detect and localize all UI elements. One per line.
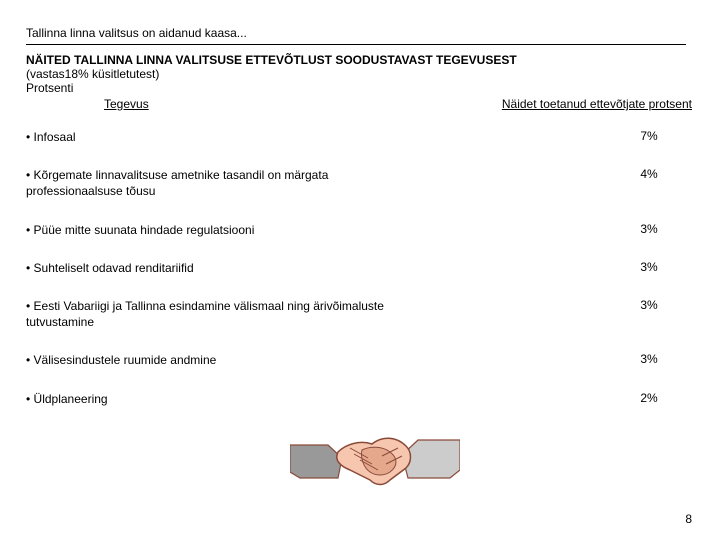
col-header-percent: Näidet toetanud ettevõtjate protsent: [502, 97, 692, 111]
row-value: 3%: [604, 222, 694, 236]
column-headers: Tegevus Näidet toetanud ettevõtjate prot…: [26, 97, 694, 111]
row-label: • Kõrgemate linnavalitsuse ametnike tasa…: [26, 167, 386, 199]
list-item: • Püüe mitte suunata hindade regulatsioo…: [26, 222, 694, 238]
row-label: • Eesti Vabariigi ja Tallinna esindamine…: [26, 298, 386, 330]
row-label: • Infosaal: [26, 129, 76, 145]
row-label: • Välisesindustele ruumide andmine: [26, 352, 216, 368]
row-value: 3%: [604, 298, 694, 312]
horizontal-rule: [26, 44, 686, 45]
row-value: 7%: [604, 129, 694, 143]
list-item: • Infosaal 7%: [26, 129, 694, 145]
row-label: • Üldplaneering: [26, 391, 108, 407]
list-item: • Välisesindustele ruumide andmine 3%: [26, 352, 694, 368]
row-value: 3%: [604, 352, 694, 366]
row-value: 3%: [604, 260, 694, 274]
col-header-activity: Tegevus: [104, 97, 149, 111]
handshake-icon: [290, 400, 460, 510]
row-label: • Suhteliselt odavad renditariifid: [26, 260, 194, 276]
page-title: NÄITED TALLINNA LINNA VALITSUSE ETTEVÕTL…: [26, 53, 694, 67]
data-rows: • Infosaal 7% • Kõrgemate linnavalitsuse…: [26, 129, 694, 407]
row-value: 2%: [604, 391, 694, 405]
subtitle-sample: (vastas18% küsitletutest): [26, 67, 694, 81]
page-number: 8: [685, 512, 692, 526]
intro-text: Tallinna linna valitsus on aidanud kaasa…: [26, 26, 694, 40]
subtitle-percent: Protsenti: [26, 81, 694, 95]
row-label: • Püüe mitte suunata hindade regulatsioo…: [26, 222, 254, 238]
list-item: • Suhteliselt odavad renditariifid 3%: [26, 260, 694, 276]
list-item: • Kõrgemate linnavalitsuse ametnike tasa…: [26, 167, 694, 199]
row-value: 4%: [604, 167, 694, 181]
list-item: • Üldplaneering 2%: [26, 391, 694, 407]
list-item: • Eesti Vabariigi ja Tallinna esindamine…: [26, 298, 694, 330]
